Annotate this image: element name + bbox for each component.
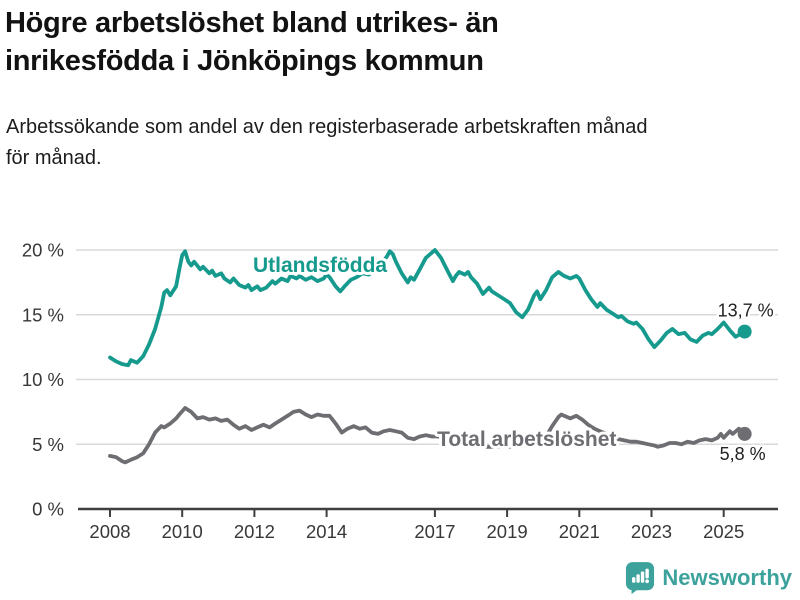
end-value-label-total: 5,8 % xyxy=(720,444,766,464)
series-label-utlandsfodda: Utlandsfödda xyxy=(253,254,387,277)
chart-subtitle: Arbetssökande som andel av den registerb… xyxy=(6,112,786,174)
logo-bar-1 xyxy=(632,577,636,583)
series-line-utlandsfodda xyxy=(108,248,747,368)
series-end-dot-utlandsfodda xyxy=(737,324,752,339)
title-line-1: Högre arbetslöshet bland utrikes- än xyxy=(5,7,499,39)
logo-exclamation-dot xyxy=(645,579,650,584)
x-axis-tick-label: 2014 xyxy=(306,521,347,542)
series-line-total xyxy=(108,406,747,465)
page-title: Högre arbetslöshet bland utrikes- än inri… xyxy=(5,4,745,80)
x-axis-tick-label: 2008 xyxy=(89,521,130,542)
line-chart-area: 2008 2010 2012 2014 2017 2019 2021 2023 2025 0 % 5… xyxy=(0,200,800,560)
subtitle-line-2: för månad. xyxy=(6,147,102,169)
x-axis-tick-label: 2023 xyxy=(631,521,672,542)
brand-footer: Newsworthy xyxy=(625,561,792,595)
y-axis-tick-label: 10 % xyxy=(22,369,64,390)
logo-bubble-tail xyxy=(631,587,641,595)
x-axis-tick-label: 2021 xyxy=(559,521,600,542)
newsworthy-logo-icon xyxy=(626,562,655,595)
line-chart: 2008 2010 2012 2014 2017 2019 2021 2023 2025 0 % 5… xyxy=(22,240,778,542)
title-line-2: inrikesfödda i Jönköpings kommun xyxy=(5,45,484,77)
logo-bar-3 xyxy=(641,571,645,583)
y-axis-tick-label: 20 % xyxy=(22,240,64,261)
y-axis-tick-label: 0 % xyxy=(32,499,64,520)
y-axis-tick-label: 15 % xyxy=(22,304,64,325)
x-axis-tick-label: 2010 xyxy=(162,521,203,542)
x-axis-tick-label: 2017 xyxy=(414,521,455,542)
end-value-label-utlandsfodda: 13,7 % xyxy=(718,301,774,321)
series-label-total: Total arbetslöshet xyxy=(437,428,616,451)
logo-bubble xyxy=(626,562,655,591)
subtitle-line-1: Arbetssökande som andel av den registerb… xyxy=(6,116,648,138)
x-axis-tick-label: 2019 xyxy=(487,521,528,542)
logo-bar-2 xyxy=(636,574,641,583)
x-axis-tick-label: 2012 xyxy=(234,521,275,542)
logo-exclamation-bar xyxy=(645,568,650,579)
y-axis-tick-label: 5 % xyxy=(32,434,64,455)
x-axis-tick-label: 2025 xyxy=(703,521,744,542)
brand-name: Newsworthy xyxy=(662,565,792,590)
series-end-dot-total xyxy=(737,426,752,441)
